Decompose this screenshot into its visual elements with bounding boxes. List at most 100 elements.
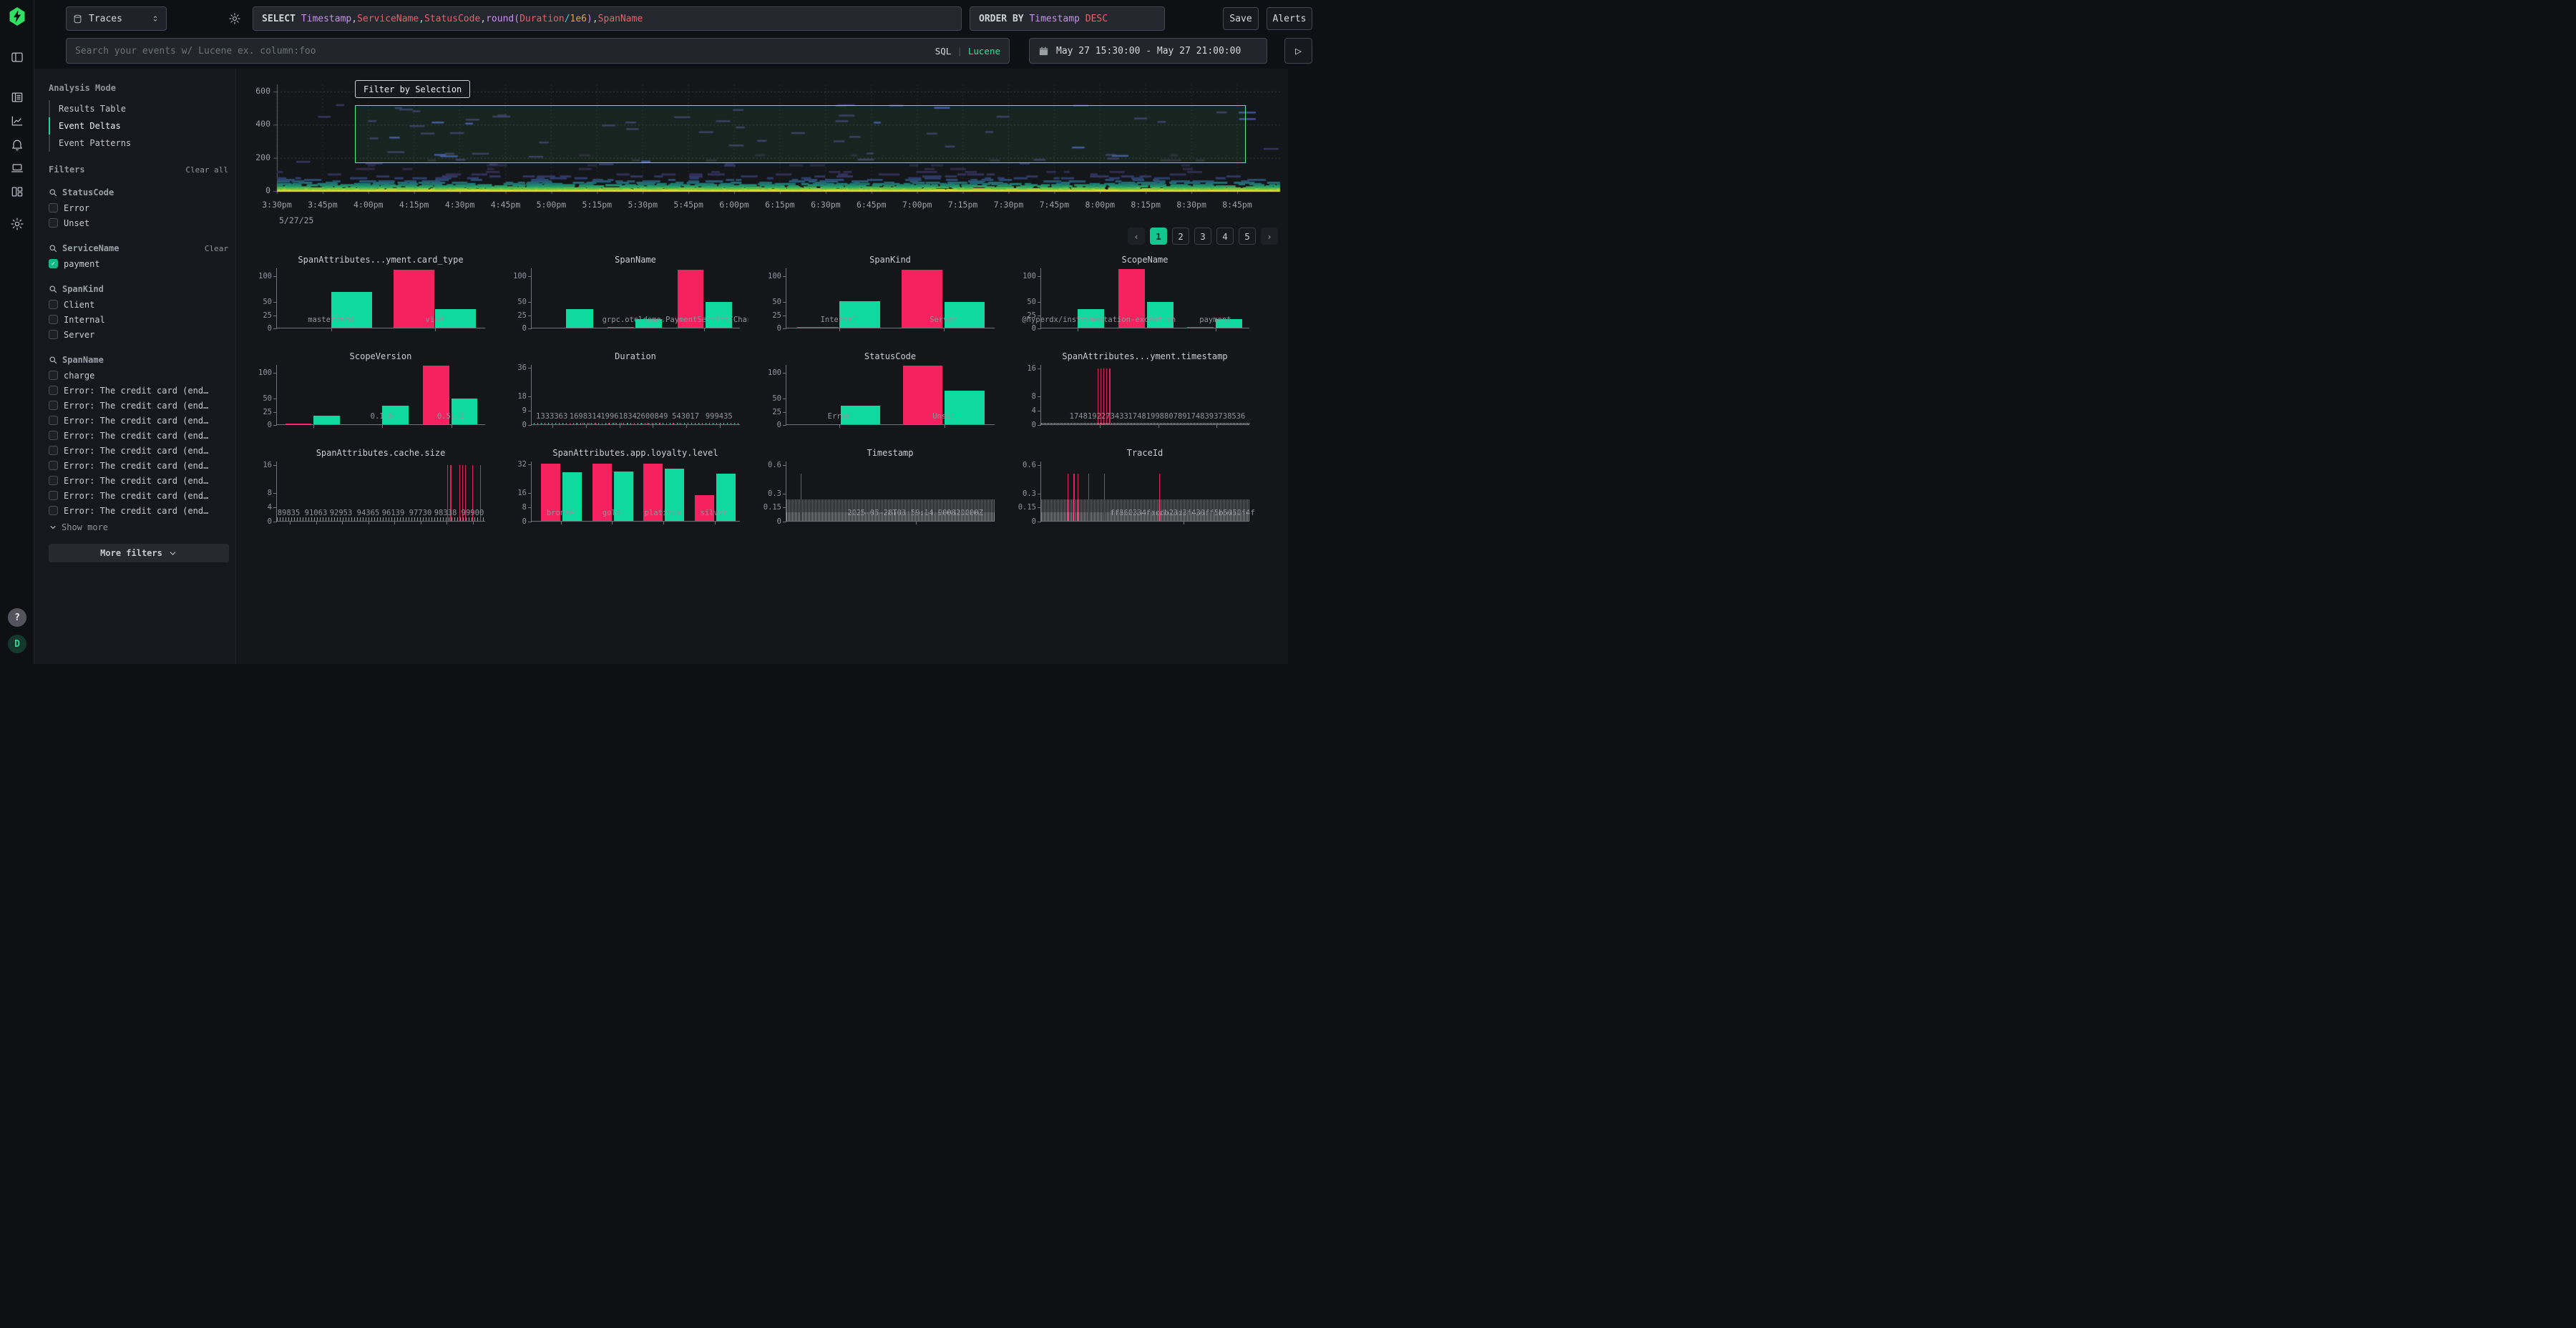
filter-option[interactable]: Error: The credit card (end… [49, 503, 228, 518]
user-avatar[interactable]: D [8, 635, 26, 653]
filter-option[interactable]: Error: The credit card (end… [49, 473, 228, 488]
filter-checkbox[interactable]: ✓ [49, 259, 58, 268]
filter-option[interactable]: Error: The credit card (end… [49, 428, 228, 443]
bar-green[interactable] [566, 309, 592, 328]
filter-checkbox[interactable] [49, 461, 58, 470]
filters-title: Filters [49, 165, 85, 175]
y-tick-label: 0 [748, 421, 781, 429]
more-filters-button[interactable]: More filters [49, 544, 229, 562]
sidebar-toggle-button[interactable] [9, 49, 26, 66]
sidebar-item-chart-explorer[interactable] [9, 112, 26, 130]
filter-checkbox[interactable] [49, 371, 58, 380]
bar-red[interactable] [608, 327, 634, 328]
filter-checkbox[interactable] [49, 491, 58, 500]
x-tick-mark [586, 424, 587, 428]
sidebar-item-dashboards[interactable] [9, 183, 26, 200]
filter-checkbox[interactable] [49, 203, 58, 213]
bar-red[interactable] [1187, 327, 1214, 328]
filter-checkbox[interactable] [49, 416, 58, 425]
selection-region[interactable] [355, 105, 1246, 163]
pagination-page-3[interactable]: 3 [1194, 228, 1211, 245]
show-more-toggle[interactable]: Show more [49, 519, 228, 535]
search-icon[interactable] [49, 285, 57, 293]
x-tick-mark [839, 424, 840, 428]
filter-option[interactable]: Error [49, 200, 228, 215]
filter-checkbox[interactable] [49, 330, 58, 339]
sidebar-item-clients[interactable] [9, 160, 26, 177]
filter-checkbox[interactable] [49, 386, 58, 395]
x-tick-mark [1158, 424, 1159, 428]
filter-option[interactable]: Internal [49, 312, 228, 327]
filter-option[interactable]: charge [49, 368, 228, 383]
clear-all-filters-link[interactable]: Clear all [185, 165, 228, 175]
sidebar-item-alerts[interactable] [9, 136, 26, 153]
filter-checkbox[interactable] [49, 446, 58, 455]
pagination-page-5[interactable]: 5 [1239, 228, 1256, 245]
search-icon[interactable] [49, 244, 57, 253]
search-icon[interactable] [49, 188, 57, 197]
filter-option[interactable]: Error: The credit card (end… [49, 458, 228, 473]
y-tick-mark [1038, 465, 1041, 466]
analysis-mode-item-results-table[interactable]: Results Table [49, 100, 228, 117]
source-select[interactable]: Traces [66, 6, 167, 31]
pagination-page-2[interactable]: 2 [1172, 228, 1189, 245]
x-tick-mark [552, 424, 553, 428]
source-settings-button[interactable] [226, 10, 243, 27]
main-content: 0200400600 3:30pm3:45pm4:00pm4:15pm4:30p… [236, 69, 1288, 664]
order-by-input[interactable]: ORDER BY Timestamp DESC [970, 6, 1165, 31]
filter-checkbox[interactable] [49, 431, 58, 440]
filter-option[interactable]: Unset [49, 215, 228, 230]
filter-group-clear-link[interactable]: Clear [205, 244, 228, 253]
mini-chart-plot[interactable] [786, 365, 995, 425]
sidebar-item-settings[interactable] [9, 215, 26, 233]
mini-chart-plot[interactable] [786, 268, 995, 328]
filter-option[interactable]: Error: The credit card (end… [49, 443, 228, 458]
filter-option[interactable]: Error: The credit card (end… [49, 398, 228, 413]
filter-checkbox[interactable] [49, 300, 58, 309]
language-option-lucene[interactable]: Lucene [968, 46, 1000, 57]
search-icon[interactable] [49, 356, 57, 364]
bar-green[interactable] [313, 416, 340, 424]
search-input[interactable]: Search your events w/ Lucene ex. column:… [66, 38, 1010, 64]
analysis-mode-item-event-deltas[interactable]: Event Deltas [49, 117, 228, 135]
date-range-picker[interactable]: May 27 15:30:00 - May 27 21:00:00 [1029, 38, 1267, 64]
alerts-button[interactable]: Alerts [1267, 7, 1312, 30]
filter-option[interactable]: Server [49, 327, 228, 342]
run-query-button[interactable]: ▷ [1284, 38, 1312, 64]
bar-red[interactable] [286, 424, 312, 425]
filter-by-selection-button[interactable]: Filter by Selection [355, 80, 470, 98]
analysis-mode-item-event-patterns[interactable]: Event Patterns [49, 135, 228, 152]
filter-checkbox[interactable] [49, 401, 58, 410]
pagination-page-4[interactable]: 4 [1216, 228, 1234, 245]
filter-checkbox[interactable] [49, 476, 58, 485]
filter-option[interactable]: ✓payment [49, 256, 228, 271]
language-option-sql[interactable]: SQL [935, 46, 952, 57]
select-clause-input[interactable]: SELECT Timestamp,ServiceName,StatusCode,… [253, 6, 962, 31]
pagination-page-1[interactable]: 1 [1150, 228, 1167, 245]
timeline-y-tick-label: 600 [242, 86, 270, 96]
timeline-x-tick-label: 5:45pm [673, 200, 703, 210]
filter-checkbox[interactable] [49, 506, 58, 515]
sidebar-item-search[interactable] [9, 89, 26, 106]
pagination-next-button[interactable]: › [1261, 228, 1278, 245]
help-button[interactable]: ? [8, 608, 26, 627]
filter-group-spanname: SpanNamechargeError: The credit card (en… [49, 352, 228, 518]
filter-checkbox[interactable] [49, 218, 58, 228]
pagination-prev-button[interactable]: ‹ [1128, 228, 1145, 245]
y-tick-mark [528, 328, 532, 329]
x-tick-mark [331, 328, 332, 331]
bar-red[interactable] [797, 327, 838, 328]
x-tick-label: Error [828, 412, 851, 421]
filter-option[interactable]: Client [49, 297, 228, 312]
save-button[interactable]: Save [1223, 7, 1259, 30]
timeline-x-tick-label: 7:30pm [994, 200, 1024, 210]
x-tick-mark [435, 328, 436, 331]
filter-checkbox[interactable] [49, 315, 58, 324]
x-tick-mark [715, 521, 716, 524]
hyperdx-logo[interactable] [7, 6, 27, 26]
filter-option[interactable]: Error: The credit card (end… [49, 488, 228, 503]
database-icon [72, 14, 83, 24]
filter-option[interactable]: Error: The credit card (end… [49, 383, 228, 398]
y-tick-label: 0.6 [1003, 461, 1036, 469]
filter-option[interactable]: Error: The credit card (end… [49, 413, 228, 428]
